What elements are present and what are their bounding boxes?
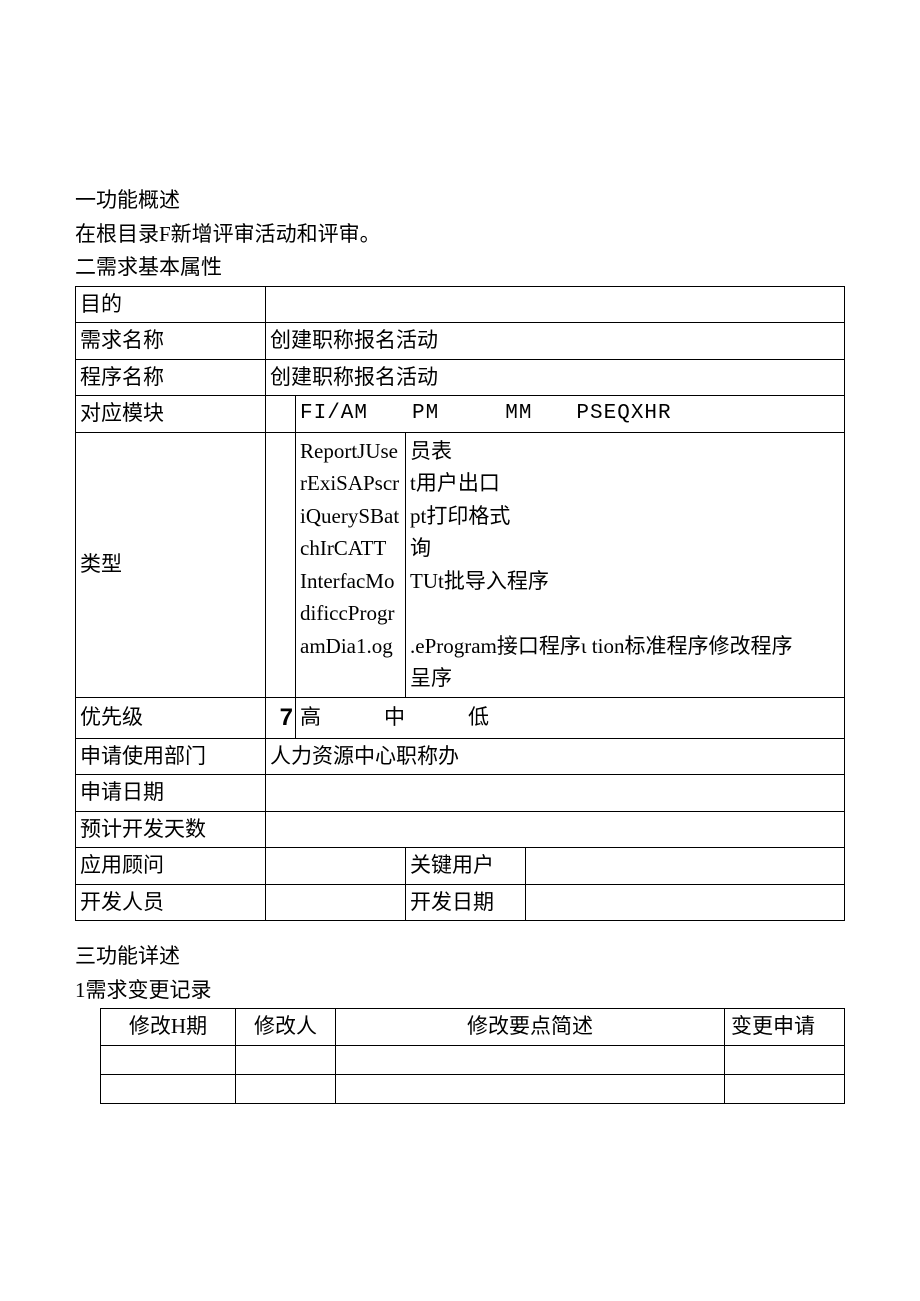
empty-cell [236,1074,336,1103]
empty-cell [336,1074,725,1103]
change-log-table: 修改H期 修改人 修改要点简述 变更申请 [100,1008,845,1104]
row-label: 需求名称 [76,323,266,360]
row-label: 申请使用部门 [76,738,266,775]
row-value: 创建职称报名活动 [266,359,845,396]
row-label: 程序名称 [76,359,266,396]
row-label: 类型 [76,432,266,697]
table-row: 程序名称 创建职称报名活动 [76,359,845,396]
section-1-paragraph: 在根目录F新增评审活动和评审。 [75,219,845,251]
attributes-table: 目的 需求名称 创建职称报名活动 程序名称 创建职称报名活动 对应模块 FI/A… [75,286,845,922]
row-value: 人力资源中心职称办 [266,738,845,775]
table-row: 申请日期 [76,775,845,812]
row-label: 预计开发天数 [76,811,266,848]
table-row: 应用顾问 关键用户 [76,848,845,885]
table-row: 需求名称 创建职称报名活动 [76,323,845,360]
empty-cell [725,1045,845,1074]
table-row: 开发人员 开发日期 [76,884,845,921]
row-label: 目的 [76,286,266,323]
row-label: 应用顾问 [76,848,266,885]
row-value [266,775,845,812]
empty-cell [725,1074,845,1103]
header-cell: 修改H期 [101,1009,236,1046]
empty-cell [236,1045,336,1074]
table-row: 优先级 7 高 中 低 [76,697,845,738]
table-row: 目的 [76,286,845,323]
table-header-row: 修改H期 修改人 修改要点简述 变更申请 [101,1009,845,1046]
priority-number-cell: 7 [266,697,296,738]
key-user-label: 关键用户 [406,848,526,885]
section-3-title: 三功能详述 [75,941,845,973]
row-value [266,848,406,885]
row-label: 优先级 [76,697,266,738]
row-narrow-cell [266,432,296,697]
table-row: 对应模块 FI/AM PM MM PSEQXHR [76,396,845,433]
dev-date-label: 开发日期 [406,884,526,921]
table-row: 申请使用部门 人力资源中心职称办 [76,738,845,775]
table-row: 预计开发天数 [76,811,845,848]
header-cell: 变更申请 [725,1009,845,1046]
empty-cell [101,1045,236,1074]
section-2-title: 二需求基本属性 [75,252,845,284]
section-3-subtitle: 1需求变更记录 [75,975,845,1007]
empty-cell [101,1074,236,1103]
row-value: FI/AM PM MM PSEQXHR [296,396,845,433]
row-value: 创建职称报名活动 [266,323,845,360]
empty-cell [336,1045,725,1074]
type-right-cell: 员表 t用户出口 pt打印格式 询 TUt批导入程序 .eProgram接口程序… [406,432,845,697]
header-cell: 修改要点简述 [336,1009,725,1046]
row-value [266,286,845,323]
section-1-title: 一功能概述 [75,185,845,217]
dev-date-value [526,884,845,921]
row-narrow-cell [266,396,296,433]
row-label: 开发人员 [76,884,266,921]
key-user-value [526,848,845,885]
row-label: 申请日期 [76,775,266,812]
header-cell: 修改人 [236,1009,336,1046]
row-label: 对应模块 [76,396,266,433]
type-left-cell: ReportJUserExiSAPscriQuerySBatchIrCATT I… [296,432,406,697]
row-value: 高 中 低 [296,697,845,738]
row-value [266,811,845,848]
table-row [101,1074,845,1103]
table-row: 类型 ReportJUserExiSAPscriQuerySBatchIrCAT… [76,432,845,697]
table-row [101,1045,845,1074]
row-value [266,884,406,921]
